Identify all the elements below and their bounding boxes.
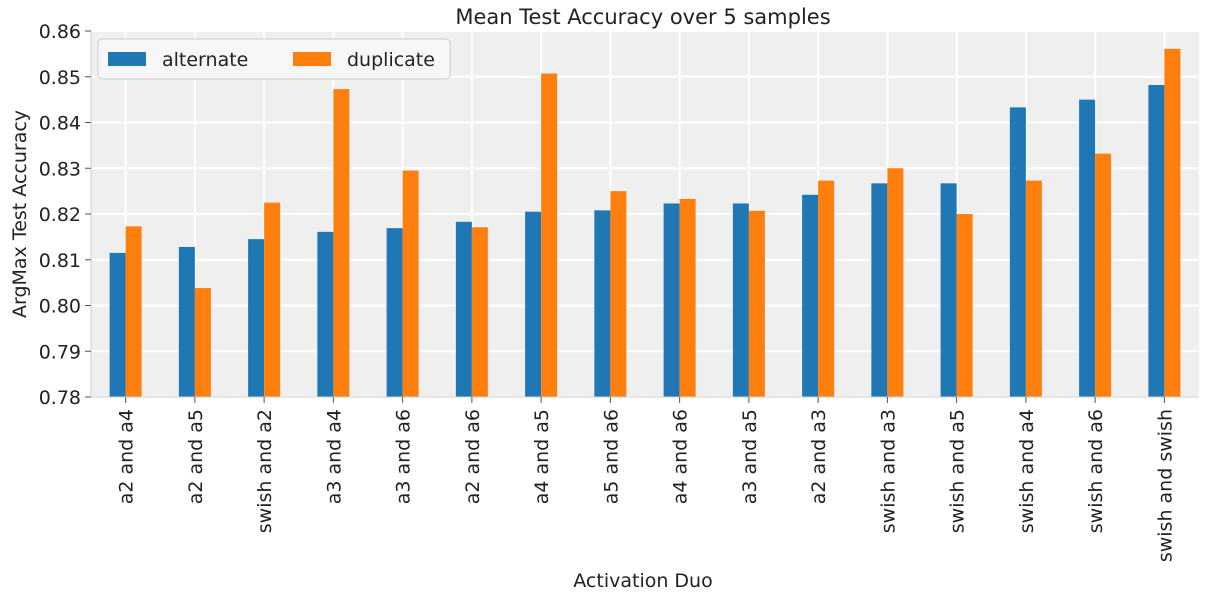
x-tick-label: a4 and a5 — [531, 409, 553, 504]
y-tick-label: 0.80 — [39, 296, 81, 318]
bar-alternate — [940, 183, 957, 397]
y-tick-label: 0.78 — [39, 387, 81, 409]
bar-duplicate — [1164, 48, 1181, 397]
bar-alternate — [525, 211, 542, 397]
x-tick-label: swish and a4 — [1016, 409, 1038, 533]
bar-duplicate — [887, 168, 904, 397]
bar-alternate — [1079, 99, 1096, 397]
bar-alternate — [109, 252, 126, 397]
bar-alternate — [802, 194, 819, 397]
x-tick-label: a2 and a4 — [116, 409, 138, 504]
y-tick-label: 0.79 — [39, 341, 81, 363]
bar-duplicate — [264, 202, 281, 397]
y-tick-label: 0.81 — [39, 250, 81, 272]
legend: alternate duplicate — [97, 38, 451, 80]
bar-duplicate — [818, 180, 835, 397]
y-axis-ticks: 0.78 0.79 0.80 0.81 0.82 0.83 0.84 0.85 0.86 — [39, 21, 91, 409]
x-tick-label: a2 and a3 — [808, 409, 830, 504]
legend-frame — [97, 38, 451, 80]
bar-duplicate — [125, 226, 142, 397]
bar-alternate — [455, 221, 472, 397]
y-tick-label: 0.83 — [39, 158, 81, 180]
bar-alternate — [594, 210, 611, 397]
x-tick-label: a3 and a4 — [323, 409, 345, 504]
x-tick-label: a3 and a5 — [739, 409, 761, 504]
x-tick-label: swish and a6 — [1085, 409, 1107, 533]
bar-alternate — [386, 228, 403, 397]
x-tick-label: a5 and a6 — [600, 409, 622, 504]
bar-alternate — [871, 183, 888, 397]
bar-duplicate — [1095, 153, 1112, 397]
y-tick-label: 0.86 — [39, 21, 81, 43]
bar-duplicate — [471, 227, 488, 397]
bar-alternate — [317, 231, 334, 397]
x-tick-label: swish and a3 — [877, 409, 899, 533]
y-tick-label: 0.85 — [39, 67, 81, 89]
bar-duplicate — [194, 288, 211, 397]
bar-duplicate — [610, 191, 627, 397]
y-axis-label: ArgMax Test Accuracy — [9, 110, 31, 318]
x-tick-label: swish and a5 — [947, 409, 969, 533]
bar-duplicate — [333, 89, 350, 397]
x-tick-label: a2 and a5 — [185, 409, 207, 504]
bar-alternate — [1148, 84, 1165, 398]
bar-duplicate — [956, 214, 973, 397]
x-tick-label: a3 and a6 — [393, 409, 415, 504]
bar-duplicate — [541, 73, 558, 398]
bar-duplicate — [1025, 180, 1042, 397]
legend-swatch-alternate — [108, 52, 146, 66]
x-tick-label: a4 and a6 — [670, 409, 692, 504]
bar-duplicate — [402, 170, 419, 397]
x-tick-label: a2 and a6 — [462, 409, 484, 504]
bar-alternate — [178, 246, 195, 397]
bar-alternate — [248, 239, 265, 397]
bar-alternate — [1009, 107, 1026, 397]
bar-alternate — [732, 203, 749, 397]
bar-alternate — [663, 203, 680, 397]
x-axis-label: Activation Duo — [573, 570, 712, 592]
y-tick-label: 0.84 — [39, 113, 81, 135]
legend-swatch-duplicate — [293, 52, 331, 66]
x-tick-label: swish and a2 — [254, 409, 276, 533]
legend-label-alternate: alternate — [162, 49, 248, 71]
x-tick-label: swish and swish — [1154, 409, 1176, 562]
chart-title: Mean Test Accuracy over 5 samples — [455, 5, 830, 29]
legend-label-duplicate: duplicate — [347, 49, 435, 71]
bar-duplicate — [679, 198, 696, 397]
bar-duplicate — [748, 210, 765, 397]
bars — [109, 48, 1181, 398]
y-tick-label: 0.82 — [39, 204, 81, 226]
x-axis-ticks: a2 and a4 a2 and a5 swish and a2 a3 and a4 a… — [116, 397, 1176, 562]
